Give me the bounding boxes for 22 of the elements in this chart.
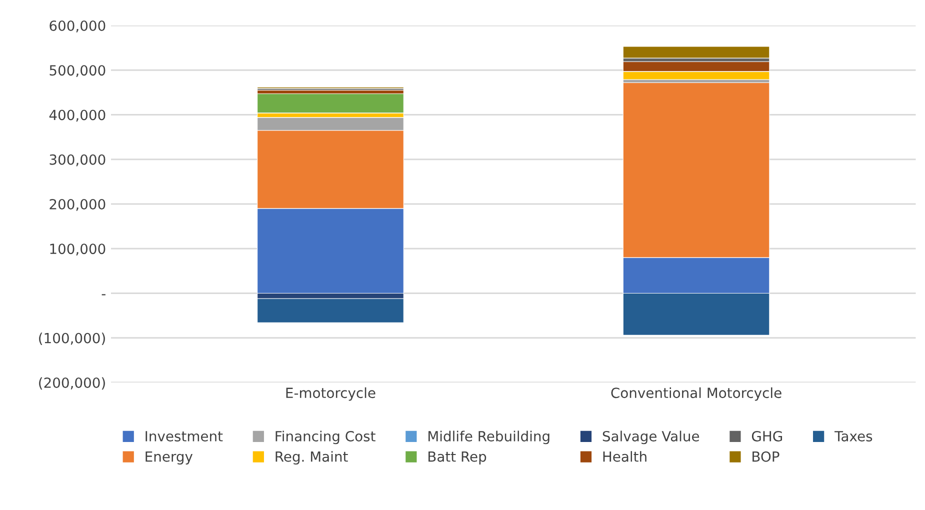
- legend-label: Energy: [146, 452, 193, 465]
- y-tick-label: 400,000: [49, 110, 106, 122]
- y-tick-label: 100,000: [50, 244, 106, 256]
- legend-label: BOP: [752, 451, 780, 462]
- legend-label: Midlife Rebuilding: [428, 430, 550, 444]
- x-tick-label: E-motorcycle: [286, 387, 376, 401]
- legend-label: Taxes: [834, 431, 872, 442]
- y-tick-label: 200,000: [50, 198, 106, 211]
- y-tick-label: (100,000): [39, 332, 105, 345]
- legend-label: Investment: [146, 431, 223, 442]
- y-tick-label: 500,000: [50, 65, 106, 78]
- y-tick-label: 600,000: [50, 20, 106, 32]
- legend-label: Reg. Maint: [276, 451, 348, 465]
- x-tick-label: Conventional Motorcycle: [611, 387, 782, 401]
- legend-label: GHG: [752, 430, 782, 442]
- legend-label: Salvage Value: [602, 430, 700, 444]
- legend-label: Financing Cost: [276, 430, 376, 444]
- legend-label: Health: [603, 451, 646, 462]
- legend-label: Batt Rep: [428, 452, 486, 465]
- y-tick-label: (200,000): [39, 377, 105, 390]
- y-tick-label: -: [102, 294, 106, 296]
- y-tick-label: 300,000: [50, 154, 106, 166]
